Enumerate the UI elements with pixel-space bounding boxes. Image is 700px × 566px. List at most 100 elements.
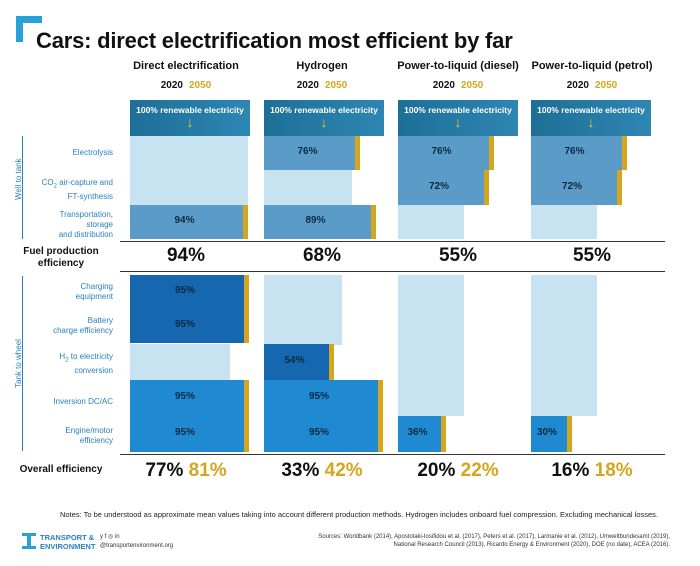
background-block (130, 344, 230, 380)
overall-ptl-diesel: 20% 22% (394, 460, 522, 482)
row-label-transport-l3: and distribution (58, 230, 113, 239)
segment-label: 95% (175, 319, 196, 330)
row-label-battery-l2: charge efficiency (53, 326, 113, 335)
year-legend: 2020 2050 (394, 80, 522, 91)
fuel-production-label: Fuel production efficiency (6, 246, 116, 270)
col-header-hydrogen: Hydrogen (296, 60, 348, 72)
row-label-h2-text: H (59, 352, 66, 361)
row-label-engine-l2: efficiency (79, 436, 113, 445)
chart-title: Cars: direct electrification most effici… (36, 28, 513, 53)
arrow-down-icon: ↓ (186, 114, 194, 130)
background-block (130, 136, 248, 205)
col-header-ptl-petrol: Power-to-liquid (petrol) (531, 60, 653, 72)
te-logo-icon (22, 533, 36, 549)
social-handle[interactable]: @transportenvironment.org (100, 543, 174, 549)
year-2020: 2020 (566, 80, 589, 91)
year-legend: 2020 2050 (258, 80, 386, 91)
segment-label: 76% (297, 146, 318, 157)
year-2050: 2050 (325, 80, 348, 91)
corner-bracket-icon (16, 16, 42, 42)
row-label-transport-l1: Transportation, (59, 210, 113, 219)
fuel-label-l1: Fuel production (23, 246, 99, 257)
row-label-charging-l1: Charging (80, 282, 113, 291)
row-label-co2-sub: 2 (53, 183, 57, 190)
segment-bar (264, 344, 329, 380)
segment-label: 95% (309, 391, 330, 402)
banner-text: 100% renewable electricity (404, 105, 512, 115)
sources-line2: National Research Council (2013), Ricard… (393, 542, 670, 548)
row-label-engine: Engine/motor efficiency (18, 426, 113, 446)
social-icons[interactable]: y f ◎ in (100, 534, 120, 540)
overall-2020-value: 77% (145, 460, 184, 481)
row-label-engine-l1: Engine/motor (65, 426, 113, 435)
background-block (398, 205, 464, 239)
overall-2050-value: 18% (594, 460, 633, 481)
segment-label: 95% (175, 427, 196, 438)
row-label-battery-l1: Battery (87, 316, 113, 325)
arrow-down-icon: ↓ (587, 114, 595, 130)
col-header-direct: Direct electrification (133, 60, 239, 72)
fuel-efficiency-ptl-petrol: 55% (572, 245, 612, 266)
segment-label: 36% (407, 427, 428, 438)
year-2020: 2020 (296, 80, 319, 91)
overall-efficiency-label: Overall efficiency (19, 464, 103, 475)
segment-bar (531, 170, 617, 205)
segment-label: 95% (175, 285, 196, 296)
background-block (264, 275, 342, 345)
fuel-efficiency-direct: 94% (166, 245, 206, 266)
gold-marker (371, 205, 376, 239)
segment-bar (264, 416, 378, 452)
row-label-co2-text2: air-capture and (56, 178, 113, 187)
banner-text: 100% renewable electricity (537, 105, 645, 115)
background-block (531, 205, 597, 239)
background-block (264, 170, 352, 205)
notes-text: Notes: To be understood as approximate m… (60, 510, 658, 519)
segment-bar (264, 205, 371, 239)
row-label-inversion: Inversion DC/AC (53, 397, 113, 406)
gold-marker (378, 380, 383, 416)
segment-label: 94% (174, 215, 195, 226)
renewable-banner: 100% renewable electricity ↓ (130, 100, 250, 136)
segment-label: 95% (309, 427, 330, 438)
row-label-h2: H2 to electricity conversion (18, 352, 113, 376)
renewable-banner: 100% renewable electricity ↓ (398, 100, 518, 136)
overall-2020-value: 16% (551, 460, 590, 481)
segment-bar (264, 136, 355, 170)
logo-line2: ENVIRONMENT (40, 542, 96, 551)
background-block (398, 275, 464, 416)
fuel-label-l2: efficiency (37, 258, 85, 269)
banner-text: 100% renewable electricity (270, 105, 378, 115)
overall-2050-value: 42% (324, 460, 363, 481)
overall-ptl-petrol: 16% 18% (528, 460, 656, 482)
overall-2050-value: 81% (188, 460, 227, 481)
arrow-down-icon: ↓ (454, 114, 462, 130)
row-label-charging: Charging equipment (18, 282, 113, 302)
renewable-banner: 100% renewable electricity ↓ (531, 100, 651, 136)
year-legend: 2020 2050 (122, 80, 250, 91)
gold-marker (243, 205, 248, 239)
segment-label: 76% (431, 146, 452, 157)
segment-bar (398, 416, 441, 452)
segment-bar (130, 275, 244, 309)
segment-label: 89% (305, 215, 326, 226)
row-label-h2-l2: conversion (74, 365, 113, 375)
gold-marker (484, 170, 489, 205)
segment-label: 54% (284, 355, 305, 366)
gold-marker (329, 344, 334, 380)
year-2050: 2050 (595, 80, 618, 91)
renewable-banner: 100% renewable electricity ↓ (264, 100, 384, 136)
row-label-co2-text: CO (41, 178, 54, 187)
year-2050: 2050 (461, 80, 484, 91)
separator-line (120, 271, 665, 272)
social-links[interactable]: y f ◎ in @transportenvironment.org (100, 533, 173, 551)
segment-label: 76% (564, 146, 585, 157)
year-2020: 2020 (160, 80, 183, 91)
background-block (531, 275, 597, 416)
arrow-down-icon: ↓ (320, 114, 328, 130)
overall-2050-value: 22% (460, 460, 499, 481)
banner-text: 100% renewable electricity (136, 105, 244, 115)
segment-bar (130, 416, 244, 452)
segment-bar (531, 416, 567, 452)
gold-marker (622, 136, 627, 170)
separator-line (120, 241, 665, 242)
